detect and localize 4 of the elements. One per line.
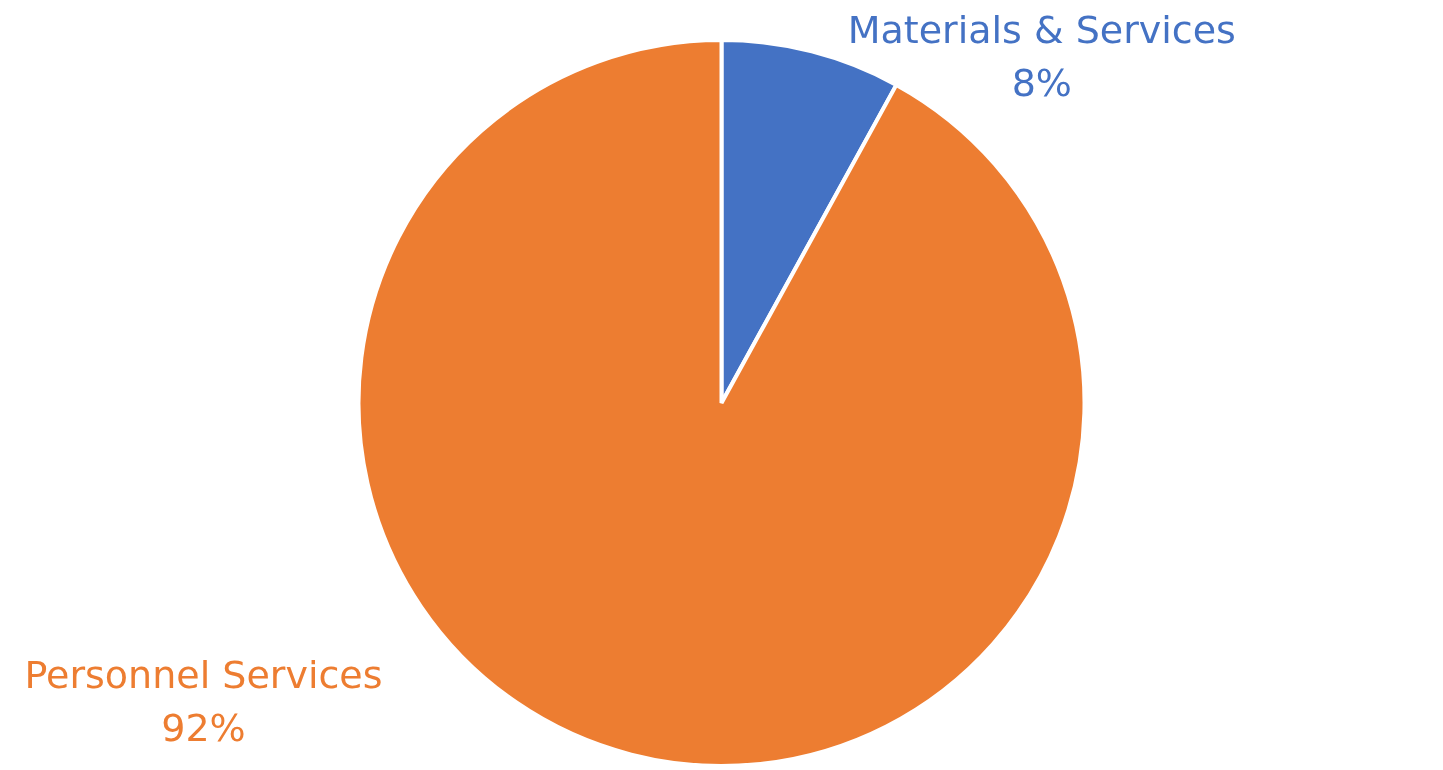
slice-label: Materials & Services [847,7,1236,52]
data-label: 92% [161,705,246,750]
data-label: 8% [1011,60,1072,105]
slice-label: Personnel Services [24,652,383,697]
